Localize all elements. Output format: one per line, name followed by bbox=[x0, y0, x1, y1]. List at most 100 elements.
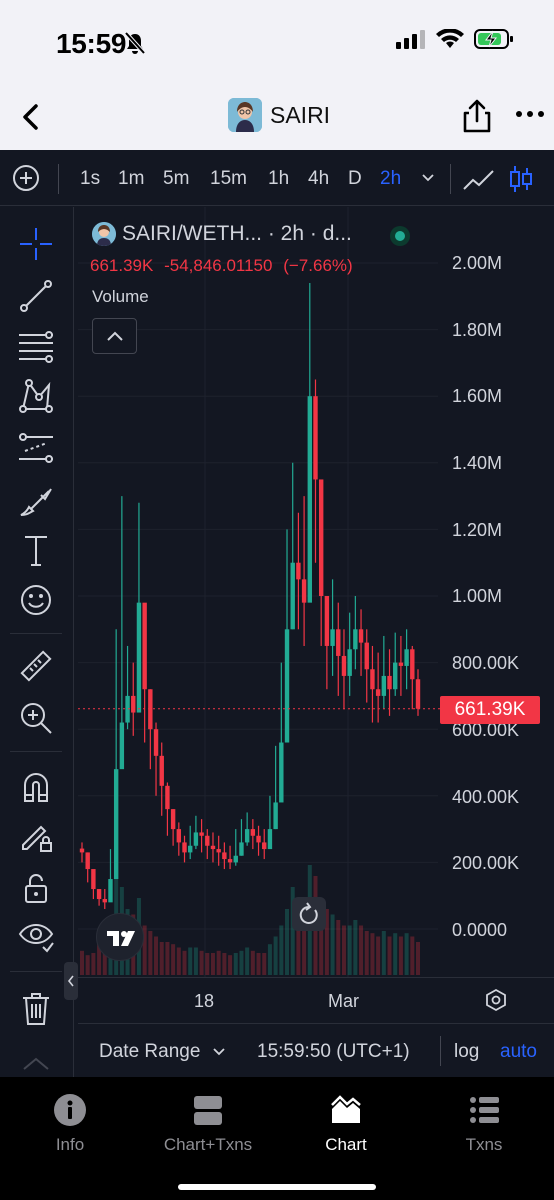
price-axis-label: 1.40M bbox=[452, 453, 503, 473]
price-axis-label: 1.00M bbox=[452, 586, 503, 606]
toolbar-divider bbox=[58, 164, 59, 194]
volume-bar bbox=[353, 920, 358, 975]
add-indicator-icon[interactable] bbox=[12, 164, 40, 192]
share-icon[interactable] bbox=[460, 98, 494, 134]
magnet-icon[interactable] bbox=[17, 767, 55, 805]
date-range-button[interactable]: Date Range bbox=[99, 1041, 226, 1063]
interval-4h[interactable]: 4h bbox=[308, 168, 330, 189]
emoji-icon[interactable] bbox=[17, 581, 55, 619]
candle bbox=[210, 845, 216, 850]
trend-line-icon[interactable] bbox=[17, 277, 55, 315]
time-axis-label: 18 bbox=[194, 991, 215, 1011]
volume-bar bbox=[359, 925, 364, 975]
lock-drawing-icon[interactable] bbox=[17, 817, 55, 855]
unlock-icon[interactable] bbox=[17, 869, 55, 907]
chevron-down-icon[interactable] bbox=[420, 169, 436, 185]
tab-txns[interactable]: Txns bbox=[414, 1093, 554, 1155]
pattern-icon[interactable] bbox=[17, 377, 55, 415]
tradingview-logo[interactable] bbox=[96, 913, 144, 961]
candle bbox=[318, 479, 324, 596]
tab-chart[interactable]: Chart bbox=[276, 1093, 416, 1155]
volume-bar bbox=[319, 898, 324, 975]
candle bbox=[188, 845, 193, 853]
volume-bar bbox=[148, 931, 153, 975]
tab-chart-txns[interactable]: Chart+Txns bbox=[138, 1093, 278, 1155]
tool-separator bbox=[10, 971, 62, 972]
candle bbox=[415, 679, 421, 709]
chart-legend[interactable]: SAIRI/WETH... · 2h · d... bbox=[92, 222, 352, 246]
chevron-up-icon[interactable] bbox=[22, 1055, 50, 1071]
interval-5m[interactable]: 5m bbox=[163, 168, 190, 189]
tab-info[interactable]: Info bbox=[0, 1093, 140, 1155]
interval-1s[interactable]: 1s bbox=[80, 168, 101, 189]
candle bbox=[250, 829, 256, 836]
tab-bar: Info Chart+Txns Chart Txns bbox=[0, 1077, 554, 1200]
candlestick-icon[interactable] bbox=[508, 164, 534, 194]
volume-bar bbox=[205, 953, 210, 975]
candle bbox=[353, 629, 358, 650]
reset-chart-button[interactable] bbox=[292, 897, 326, 931]
change-percent: (−7.66%) bbox=[283, 256, 353, 275]
volume-bar bbox=[210, 953, 215, 975]
brush-icon[interactable] bbox=[17, 481, 55, 519]
forecast-icon[interactable] bbox=[17, 429, 55, 467]
candle bbox=[239, 842, 244, 856]
home-indicator bbox=[178, 1184, 376, 1190]
toolbar-divider bbox=[450, 164, 451, 194]
volume-bar bbox=[370, 933, 375, 975]
zoom-in-icon[interactable] bbox=[17, 699, 55, 737]
volume-bar bbox=[330, 914, 335, 975]
candle bbox=[262, 842, 267, 850]
interval-15m[interactable]: 15m bbox=[210, 168, 247, 189]
time-axis[interactable]: 18 Mar bbox=[78, 977, 554, 1023]
tool-separator bbox=[10, 751, 62, 752]
volume-bar bbox=[347, 925, 352, 975]
time-axis-label: Mar bbox=[328, 991, 359, 1011]
eye-icon[interactable] bbox=[17, 917, 55, 955]
candle bbox=[336, 629, 341, 656]
candle bbox=[176, 829, 182, 843]
candle bbox=[222, 852, 227, 860]
price-axis-label: 1.20M bbox=[452, 520, 503, 540]
interval-2h[interactable]: 2h bbox=[380, 168, 402, 189]
volume-bar bbox=[222, 953, 227, 975]
more-icon[interactable] bbox=[514, 104, 546, 124]
interval-1h[interactable]: 1h bbox=[268, 168, 290, 189]
text-icon[interactable] bbox=[17, 531, 55, 569]
price-axis-label: 0.0000 bbox=[452, 920, 508, 940]
candle bbox=[159, 755, 164, 786]
timezone-button[interactable]: 15:59:50 (UTC+1) bbox=[257, 1041, 410, 1062]
log-scale-toggle[interactable]: log bbox=[454, 1041, 480, 1062]
auto-scale-toggle[interactable]: auto bbox=[500, 1041, 537, 1062]
candle bbox=[148, 689, 153, 730]
candle bbox=[227, 859, 233, 863]
price-axis-label: 1.80M bbox=[452, 320, 503, 340]
volume-bar bbox=[267, 944, 272, 975]
ruler-icon[interactable] bbox=[17, 647, 55, 685]
line-chart-icon[interactable] bbox=[462, 167, 496, 193]
candle bbox=[182, 842, 187, 853]
price-chart[interactable] bbox=[78, 207, 554, 977]
candle bbox=[330, 629, 335, 646]
fib-retracement-icon[interactable] bbox=[17, 327, 55, 365]
candle bbox=[301, 579, 307, 603]
candle bbox=[273, 802, 278, 830]
chart-settings-icon[interactable] bbox=[484, 988, 508, 1012]
candle bbox=[170, 809, 176, 830]
volume-bar bbox=[336, 920, 341, 975]
symbol-label: SAIRI/WETH... · 2h · d... bbox=[122, 222, 352, 245]
trash-icon[interactable] bbox=[17, 989, 55, 1027]
crosshair-icon[interactable] bbox=[17, 225, 55, 263]
interval-d[interactable]: D bbox=[348, 168, 362, 189]
collapse-legend-button[interactable] bbox=[92, 318, 137, 354]
volume-bar bbox=[393, 933, 398, 975]
volume-bar bbox=[285, 909, 290, 975]
candle bbox=[358, 629, 364, 643]
volume-bar bbox=[256, 953, 261, 975]
area-chart-icon bbox=[331, 1095, 361, 1123]
back-icon[interactable] bbox=[16, 102, 46, 132]
candle bbox=[284, 629, 290, 743]
collapse-toolbar-button[interactable] bbox=[64, 962, 78, 1000]
bell-slash-icon bbox=[124, 31, 146, 55]
interval-1m[interactable]: 1m bbox=[118, 168, 145, 189]
